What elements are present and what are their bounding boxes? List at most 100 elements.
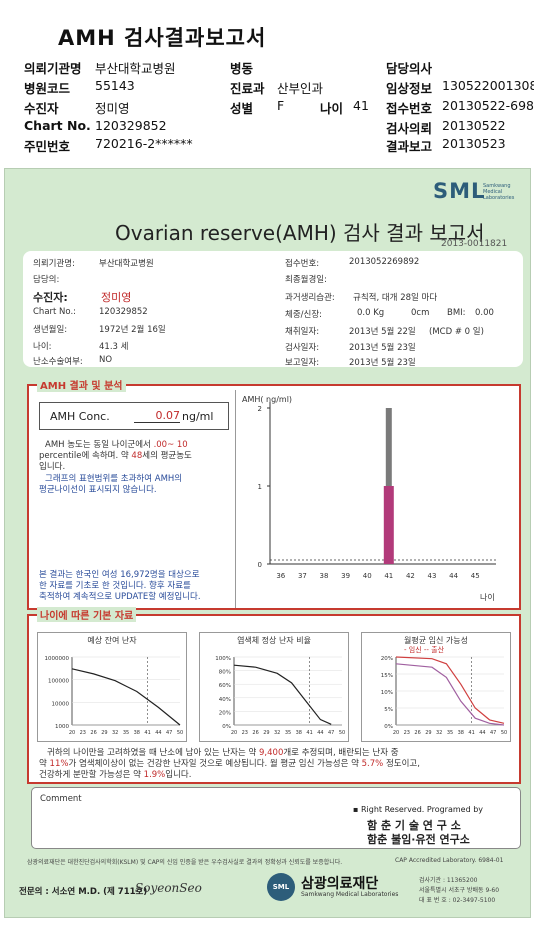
mini-xtick-label: 26 [252,730,258,736]
r-doctor-label: 담당의: [33,275,60,285]
summary-line1: 귀하의 나이만을 고려하였을 때 난소에 남아 있는 난자는 약 9,400개로… [47,748,399,758]
mini-xtick-label: 32 [274,730,280,736]
mini-xtick-label: 20 [393,730,399,736]
remaining-eggs-chart: 예상 잔여 난자 1000000 100000 10000 1000 20 23 26 29 3… [37,632,187,742]
rights-text: ▪ Right Reserved. Programed by [353,805,484,814]
mini-ytick-label: 10000 [52,701,70,707]
r-weight-value: 0.0 Kg [357,308,385,318]
amh-text-line1: AMH 농도는 동일 나이군에서 .00~ 10 [45,440,188,450]
amh-result-section: AMH 결과 및 분석 AMH Conc. 0.07 ng/ml AMH 농도는… [27,377,521,610]
mini-xtick-label: 29 [263,730,269,736]
mini-xtick-label: 35 [285,730,291,736]
r-chart-value: 120329852 [99,307,148,317]
r-surgery-label: 난소수술여부: [33,357,83,367]
amh-text-line3: 입니다. [39,462,66,472]
patient-value: 정미영 [95,101,130,116]
patient-info-box: 의뢰기관명: 부산대학교병원 담당의: 수진자: 정미영 Chart No.: … [23,251,523,368]
chart-no-value: 120329852 [95,118,167,133]
birth-line [395,663,505,726]
amh-value-bar [383,486,394,564]
mini-xtick-label: 32 [112,730,118,736]
dept-value: 산부인과 [277,81,324,96]
age-value: 41 [353,98,369,113]
mini-xtick-label: 26 [90,730,96,736]
chart2-svg: 100% 80% 60% 40% 20% 0%20 23 26 29 32 35 38 41 44 47 50 [215,656,345,736]
amh-ytick-label: 2 [258,405,262,413]
amh-xtick-label: 38 [320,572,329,580]
amh-note-line1: 그래프의 표현범위를 초과하여 AMH의 [45,474,183,484]
mini-xtick-label: 23 [242,730,248,736]
patient-label: 수진자 [24,101,59,116]
comment-label: Comment [40,794,82,804]
mini-xtick-label: 35 [447,730,453,736]
rrn-value: 720216-2****** [95,136,193,151]
mini-xtick-label: 35 [123,730,129,736]
amh-chart-svg: AMH( ng/ml) 나이 0 1 2 36 37 38 39 40 41 42 43 44 45 [242,395,496,602]
r-height-value: 0cm [411,308,430,318]
mini-ytick-label: 10% [381,690,393,696]
mini-xtick-label: 47 [328,730,334,736]
mini-xtick-label: 23 [80,730,86,736]
mini-xtick-label: 41 [144,730,150,736]
r-lmp-label: 최종월경일: [285,275,327,285]
dept-label: 진료과 [230,81,265,96]
report-date-value: 20130523 [442,136,506,151]
amh-footnote-line1: 본 결과는 한국인 여성 16,972명을 대상으로 [39,570,200,580]
hospital-label: 의뢰기관명 [24,61,82,76]
r-report-value: 2013년 5월 23일 [349,358,416,368]
clinical-label: 임상정보 [386,81,433,96]
amh-footnote-line2: 한 자료를 기초로 한 것입니다. 향후 자료를 [39,581,191,591]
contact-line3: 대 표 번 호 : 02-3497-5100 [419,897,496,904]
report-title: Ovarian reserve(AMH) 검사 결과 보고서 [115,221,485,245]
mini-xtick-label: 44 [155,730,161,736]
r-age-value: 41.3 세 [99,342,129,352]
amh-ytick-label: 1 [258,483,262,491]
mini-xtick-label: 41 [306,730,312,736]
age-section-title: 나이에 따른 기본 자료 [37,607,137,622]
mini-xtick-label: 26 [414,730,420,736]
mini-ytick-label: 15% [381,673,393,679]
amh-conc-box: AMH Conc. 0.07 ng/ml [39,402,229,430]
sml-logo: SML [433,179,486,203]
hospital-value: 부산대학교병원 [95,61,176,76]
mini-ytick-label: 60% [219,683,231,689]
rrn-label: 주민번호 [24,139,71,154]
mini-ytick-label: 40% [219,697,231,703]
chart-no-label: Chart No. [24,118,91,133]
request-label: 검사의뢰 [386,121,433,136]
pregnancy-chart: 월평균 임신 가능성 - 임신 -- 출산 20% 15% 10% 5% 0% 20 23 2… [361,632,511,742]
hosp-code-value: 55143 [95,78,135,93]
r-report-label: 보고일자: [285,358,320,368]
scanned-report: SML Samkwang Medical Laboratories Ovarian … [4,168,531,918]
hosp-code-label: 병원코드 [24,81,71,96]
receipt-label: 접수번호 [386,101,433,116]
amh-xtick-label: 41 [384,572,393,580]
r-menstrual-value: 규칙적, 대개 28일 마다 [353,293,438,303]
page-title: AMH 검사결과보고서 [58,26,267,50]
mini-xtick-label: 20 [69,730,75,736]
r-receipt-value: 2013052269892 [349,257,420,267]
amh-chart-xlabel: 나이 [480,592,495,602]
mini-xtick-label: 50 [339,730,345,736]
r-hospital-value: 부산대학교병원 [99,259,154,269]
mini-xtick-label: 44 [317,730,323,736]
amh-range-bar [385,408,392,486]
r-receipt-label: 접수번호: [285,259,320,269]
chart2-title: 염색체 정상 난자 비율 [237,636,311,645]
report-number: 2013-0011821 [441,239,508,249]
chart1-title: 예상 잔여 난자 [87,636,137,645]
chart3-svg: 20% 15% 10% 5% 0%20 23 26 29 32 35 38 41 44 47 50 [381,656,507,736]
r-collect-label: 채취일자: [285,327,320,337]
mini-xtick-label: 32 [436,730,442,736]
mini-xtick-label: 50 [177,730,183,736]
contact-line1: 검사기관 : 11365200 [419,877,478,884]
mini-ytick-label: 80% [219,670,231,676]
amh-chart-title: AMH( ng/ml) [242,395,292,404]
r-bmi-value: 0.00 [475,308,494,318]
amh-xtick-label: 45 [471,572,480,580]
mini-xtick-label: 20 [231,730,237,736]
mini-xtick-label: 38 [458,730,464,736]
r-bmi-label: BMI: [447,308,466,318]
mini-ytick-label: 0% [384,724,393,730]
r-chart-label: Chart No.: [33,307,77,317]
